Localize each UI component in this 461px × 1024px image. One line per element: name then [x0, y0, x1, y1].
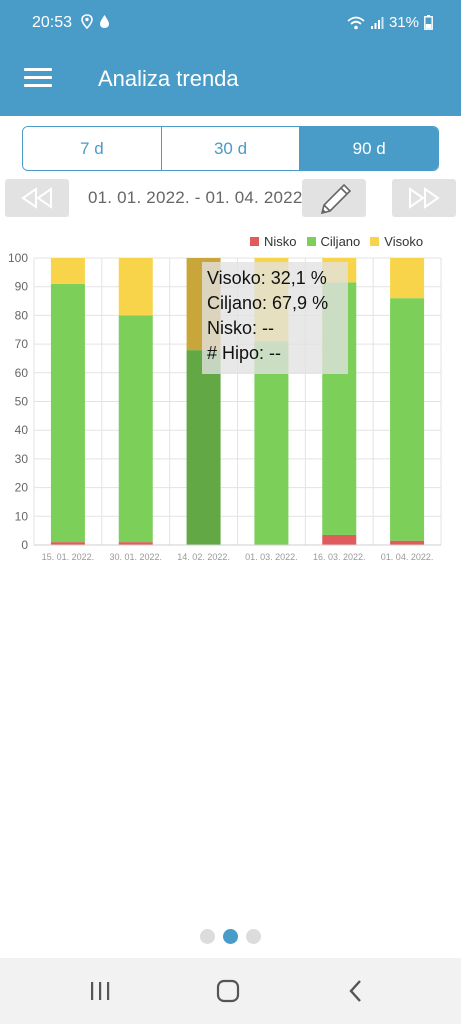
page-dot[interactable]: [200, 929, 215, 944]
edit-range-button[interactable]: [302, 179, 366, 217]
home-button[interactable]: [208, 974, 248, 1008]
y-tick-label: 80: [15, 308, 29, 322]
x-tick-label: 01. 03. 2022.: [245, 552, 298, 562]
battery-icon: [424, 15, 433, 30]
chart-legend: Nisko Ciljano Visoko: [250, 234, 423, 249]
location-icon: [81, 14, 93, 29]
legend-item-visoko: Visoko: [370, 234, 423, 249]
bar-ciljano: [186, 350, 221, 545]
y-tick-label: 10: [15, 509, 29, 523]
status-bar: 20:53 31%: [0, 0, 461, 48]
x-tick-label: 30. 01. 2022.: [109, 552, 162, 562]
page-title: Analiza trenda: [98, 66, 239, 91]
y-tick-label: 70: [15, 337, 29, 351]
status-time: 20:53: [32, 14, 73, 31]
bar-visoko: [390, 258, 425, 299]
recent-apps-icon: [91, 982, 110, 1000]
next-period-button[interactable]: [392, 179, 456, 217]
tooltip-visoko: Visoko: 32,1 %: [207, 268, 327, 288]
x-tick-label: 01. 04. 2022.: [381, 552, 434, 562]
battery-percent: 31%: [388, 14, 419, 31]
x-tick-label: 15. 01. 2022.: [42, 552, 95, 562]
page-dot-active[interactable]: [223, 929, 238, 944]
y-tick-label: 100: [8, 251, 28, 265]
bar-ciljano: [50, 283, 85, 543]
home-icon: [216, 979, 240, 1003]
x-tick-label: 16. 03. 2022.: [313, 552, 366, 562]
x-tick-label: 14. 02. 2022.: [177, 552, 230, 562]
previous-period-button[interactable]: [5, 179, 69, 217]
y-tick-label: 30: [15, 452, 29, 466]
drop-icon: [100, 15, 109, 28]
rewind-icon: [21, 187, 52, 209]
bar-ciljano: [118, 315, 153, 543]
bar-ciljano: [254, 341, 289, 545]
y-tick-label: 0: [21, 538, 28, 552]
tab-7d[interactable]: 7 d: [23, 127, 162, 170]
bar-ciljano: [390, 298, 425, 541]
tooltip-hipo: # Hipo: --: [207, 343, 282, 363]
bar-visoko: [50, 258, 85, 284]
y-tick-label: 50: [15, 395, 29, 409]
bar-nisko: [322, 534, 357, 545]
signal-icon: [370, 16, 384, 29]
hamburger-menu-icon[interactable]: [24, 68, 52, 90]
tab-90d[interactable]: 90 d: [300, 127, 438, 170]
recent-apps-button[interactable]: [80, 974, 120, 1008]
bar-nisko: [50, 542, 85, 545]
page-dot[interactable]: [246, 929, 261, 944]
legend-item-ciljano: Ciljano: [306, 234, 360, 249]
tab-30d[interactable]: 30 d: [161, 127, 301, 170]
back-icon: [349, 980, 361, 1002]
y-tick-label: 60: [15, 366, 29, 380]
pencil-icon: [320, 183, 352, 215]
y-tick-label: 90: [15, 280, 29, 294]
system-nav-bar: [0, 958, 461, 1024]
wifi-icon: [347, 16, 365, 29]
tooltip-nisko: Nisko: --: [207, 318, 274, 338]
y-tick-label: 20: [15, 481, 29, 495]
y-tick-label: 40: [15, 423, 29, 437]
date-range: 01. 01. 2022. - 01. 04. 2022.: [88, 188, 308, 207]
back-button[interactable]: [336, 974, 376, 1008]
bar-nisko: [390, 540, 425, 545]
tooltip-ciljano: Ciljano: 67,9 %: [207, 293, 329, 313]
chart-tooltip: Visoko: 32,1 % Ciljano: 67,9 % Nisko: --…: [202, 262, 348, 374]
bar-visoko: [118, 258, 153, 316]
bar-nisko: [118, 542, 153, 545]
range-tabs: 7 d 30 d 90 d: [22, 126, 439, 171]
app-bar: Analiza trenda: [0, 48, 461, 116]
page-indicator: [200, 929, 261, 944]
fast-forward-icon: [409, 187, 440, 209]
legend-item-nisko: Nisko: [250, 234, 297, 249]
